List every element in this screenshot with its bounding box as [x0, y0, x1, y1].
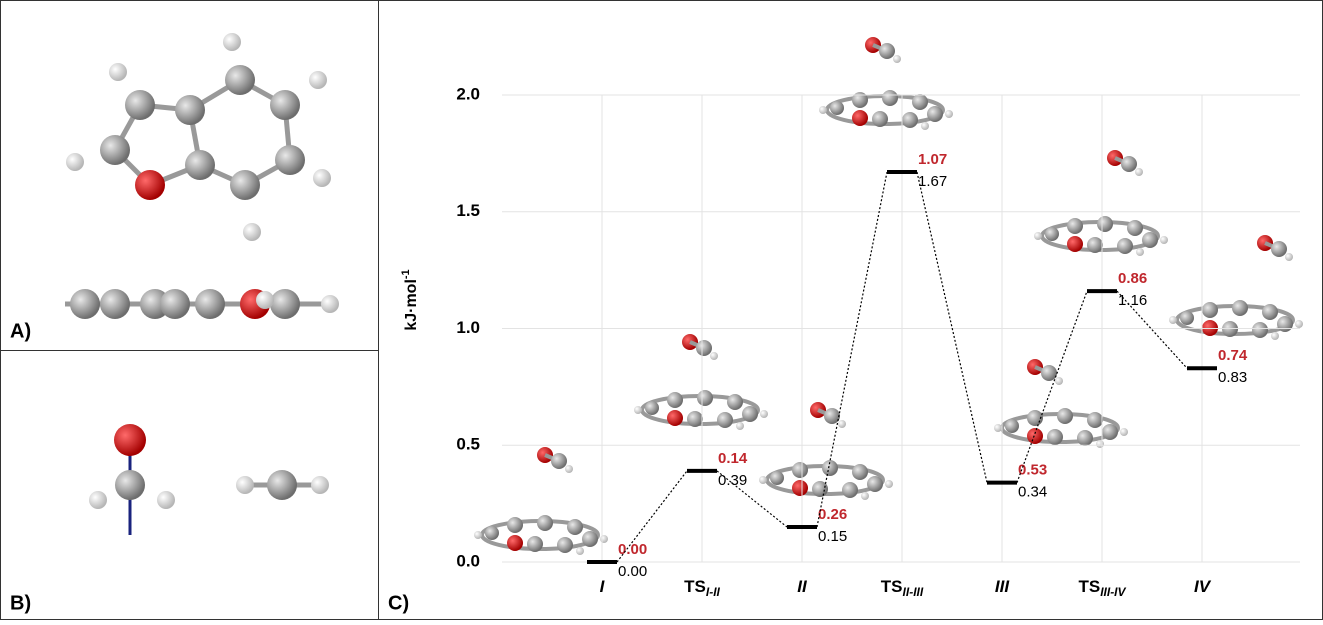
annotation: 0.14 — [718, 450, 748, 467]
annotation: 0.86 — [1118, 270, 1147, 287]
molecule-decorations — [472, 35, 1305, 557]
molecule-a-top — [66, 33, 331, 241]
panel-label: C) — [388, 592, 409, 614]
x-tick-label: II — [797, 577, 808, 596]
category-sub: III-IV — [1100, 585, 1126, 599]
connector — [916, 171, 988, 483]
category-sub: I-II — [706, 585, 721, 599]
y-tick-label: 2.0 — [456, 84, 480, 103]
annotation: 0.74 — [1218, 347, 1248, 364]
connector — [716, 470, 788, 528]
x-tick-label: I — [600, 577, 606, 596]
x-tick-label: TSII-III — [881, 577, 924, 599]
panel-label: A) — [10, 320, 31, 342]
category-text: I — [600, 577, 606, 596]
annotation: 1.07 — [918, 151, 947, 168]
annotation: 0.53 — [1018, 462, 1047, 479]
category-text: IV — [1194, 577, 1212, 596]
category-text: TS — [1078, 577, 1100, 596]
y-tick-label: 0.5 — [456, 435, 480, 454]
value-label: 0.39 — [718, 472, 747, 489]
y-axis-label-sup: -1 — [400, 269, 412, 279]
value-label: 1.67 — [918, 173, 947, 190]
value-label: 0.83 — [1218, 369, 1247, 386]
molecule-b — [89, 424, 329, 535]
x-tick-label: IV — [1194, 577, 1212, 596]
category-text: TS — [881, 577, 903, 596]
plot: 0.00.51.01.52.00.000.00I0.390.14TSI-II0.… — [456, 84, 1300, 599]
connector — [816, 171, 888, 528]
category-text: III — [995, 577, 1010, 596]
y-tick-label: 1.5 — [456, 201, 480, 220]
y-axis-label-text: kJ·mol — [403, 279, 420, 331]
category-text: TS — [684, 577, 706, 596]
category-sub: II-III — [903, 585, 924, 599]
connector — [1016, 290, 1088, 483]
annotation: 0.00 — [618, 541, 647, 558]
x-tick-label: TSIII-IV — [1078, 577, 1126, 599]
value-label: 0.00 — [618, 563, 647, 580]
connector — [616, 470, 688, 563]
connector — [1116, 290, 1188, 369]
value-label: 1.16 — [1118, 292, 1147, 309]
category-text: II — [797, 577, 808, 596]
y-axis-label: kJ·mol-1 — [400, 269, 420, 330]
x-tick-label: III — [995, 577, 1010, 596]
molecule-a-side — [65, 289, 339, 319]
y-tick-label: 0.0 — [456, 551, 480, 570]
value-label: 0.34 — [1018, 484, 1047, 501]
x-tick-label: TSI-II — [684, 577, 720, 599]
panel-label: B) — [10, 592, 31, 614]
y-tick-label: 1.0 — [456, 318, 480, 337]
value-label: 0.15 — [818, 528, 847, 545]
annotation: 0.26 — [818, 506, 847, 523]
